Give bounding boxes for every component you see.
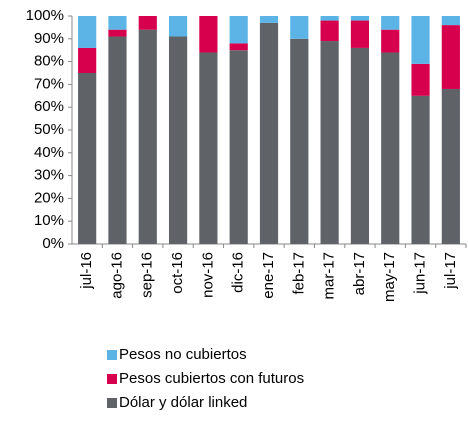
y-tick-label: 60% [34, 98, 64, 115]
y-tick-label: 0% [42, 235, 64, 252]
bar-segment [441, 88, 460, 245]
legend-label: Pesos no cubiertos [119, 346, 247, 363]
bar-segment [381, 29, 400, 53]
bar-segment [441, 25, 460, 89]
bar-segment [229, 16, 248, 44]
bar-segment [350, 20, 370, 48]
x-tick-label: ago-16 [108, 252, 125, 299]
bar-segment [138, 29, 157, 245]
x-tick-label: feb-17 [290, 252, 307, 295]
bar-segment [78, 73, 97, 244]
x-tick-label: nov-16 [199, 252, 216, 298]
y-tick-label: 70% [34, 75, 64, 92]
bar-segment [290, 38, 309, 244]
bar-segment [259, 16, 279, 23]
x-tick-label: mar-17 [321, 252, 338, 300]
bar-segment [168, 36, 188, 244]
bar-segment [108, 16, 127, 30]
x-tick-label: dic-16 [230, 252, 247, 293]
bar-segment [350, 16, 370, 21]
y-tick-label: 90% [34, 30, 64, 47]
bar-segment [411, 95, 430, 244]
bar-segment [199, 16, 218, 53]
bar-segment [411, 63, 430, 96]
bar-segment [320, 20, 339, 42]
x-tick-label: jun-17 [412, 252, 429, 295]
bar-segment [290, 16, 309, 39]
y-tick-label: 80% [34, 53, 64, 70]
bar-segment [168, 16, 188, 37]
bar-segment [199, 52, 218, 245]
y-tick-label: 20% [34, 189, 64, 206]
x-tick-label: abr-17 [351, 252, 368, 295]
x-tick-label: may-17 [381, 252, 398, 302]
bar-segment [411, 16, 430, 64]
bar-segment [229, 43, 248, 51]
x-tick-label: oct-16 [169, 252, 186, 294]
y-tick-label: 30% [34, 167, 64, 184]
x-tick-label: ene-17 [260, 252, 277, 299]
bar-segment [320, 16, 339, 21]
bar-segment [78, 47, 97, 73]
legend-swatch [107, 398, 117, 408]
y-tick-label: 100% [26, 7, 64, 24]
y-tick-label: 10% [34, 212, 64, 229]
bar-segment [350, 47, 370, 244]
bar-segment [229, 50, 248, 245]
legend-label: Dólar y dólar linked [119, 394, 247, 411]
bar-segment [78, 16, 97, 48]
bar-segment [441, 16, 460, 26]
x-tick-label: jul-16 [78, 252, 95, 290]
legend-swatch [107, 350, 117, 360]
bar-segment [108, 29, 127, 37]
x-tick-label: jul-17 [442, 252, 459, 290]
bar-segment [381, 52, 400, 245]
y-tick-label: 40% [34, 144, 64, 161]
bar-segment [259, 22, 279, 245]
legend-label: Pesos cubiertos con futuros [119, 370, 304, 387]
legend-swatch [107, 374, 117, 384]
y-tick-label: 50% [34, 121, 64, 138]
bar-segment [320, 41, 339, 244]
x-tick-label: sep-16 [139, 252, 156, 298]
bar-segment [138, 16, 157, 30]
bar-segment [381, 16, 400, 30]
bar-segment [108, 36, 127, 244]
